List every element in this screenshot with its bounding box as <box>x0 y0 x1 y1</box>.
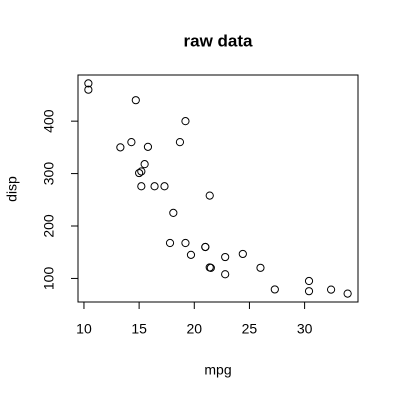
point <box>221 252 230 262</box>
y-axis-label: disp <box>4 176 20 202</box>
point <box>169 208 178 218</box>
x-tick-label: 30 <box>297 321 313 337</box>
y-tick-label: 100 <box>41 267 57 291</box>
point <box>143 142 153 151</box>
point <box>304 276 314 286</box>
point <box>221 270 230 279</box>
x-tick-label: 10 <box>76 321 92 337</box>
y-tick-label: 400 <box>41 109 57 133</box>
x-axis-label: mpg <box>204 362 231 378</box>
point <box>135 168 144 178</box>
point <box>343 289 352 298</box>
y-tick-label: 200 <box>41 214 57 238</box>
point <box>304 287 314 296</box>
point <box>137 167 146 176</box>
point <box>127 138 136 147</box>
point <box>201 242 210 252</box>
y-tick-label: 300 <box>41 162 57 186</box>
plot-box <box>77 74 359 303</box>
point <box>238 249 247 259</box>
point <box>256 263 265 272</box>
x-tick-label: 20 <box>186 321 202 337</box>
point <box>150 182 159 191</box>
point <box>116 143 125 152</box>
point <box>205 191 214 200</box>
point <box>181 238 190 248</box>
chart-title: raw data <box>184 31 254 50</box>
point <box>326 285 336 294</box>
point <box>165 238 175 248</box>
point <box>270 285 279 294</box>
point <box>137 182 146 191</box>
point <box>84 85 93 94</box>
point <box>140 160 149 169</box>
point <box>131 96 140 105</box>
point <box>186 250 196 259</box>
x-tick-label: 25 <box>242 321 258 337</box>
point <box>84 79 93 88</box>
point <box>205 263 214 272</box>
point <box>181 117 190 126</box>
x-tick-label: 15 <box>131 321 147 337</box>
point <box>160 182 169 191</box>
point <box>175 138 185 147</box>
